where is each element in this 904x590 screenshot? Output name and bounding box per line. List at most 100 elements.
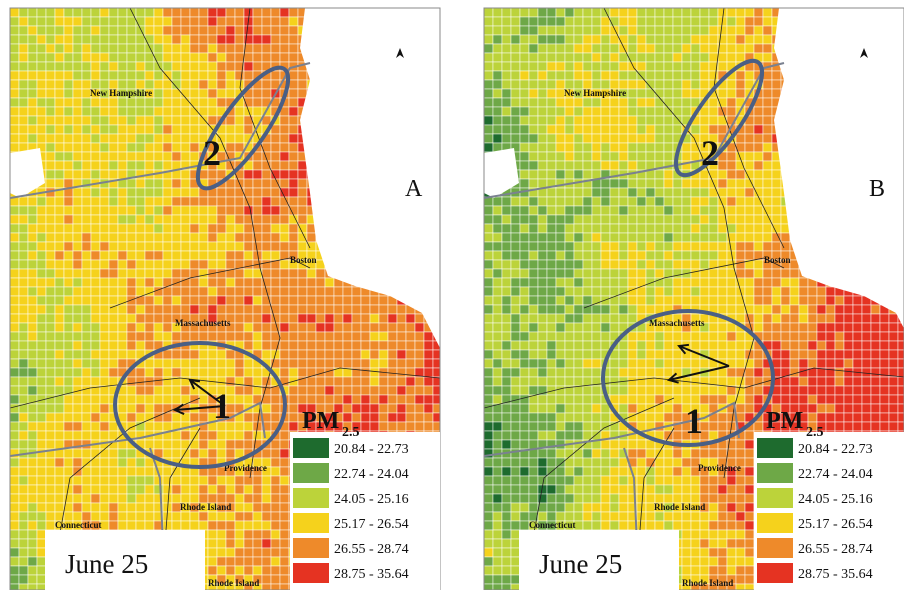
grid-cell	[673, 8, 682, 17]
grid-cell	[271, 251, 280, 260]
grid-cell	[664, 233, 673, 242]
grid-cell	[727, 80, 736, 89]
grid-cell	[817, 350, 826, 359]
grid-cell	[601, 323, 610, 332]
grid-cell	[646, 350, 655, 359]
grid-cell	[28, 422, 37, 431]
grid-cell	[19, 44, 28, 53]
grid-cell	[736, 161, 745, 170]
grid-cell	[235, 485, 244, 494]
grid-cell	[637, 161, 646, 170]
grid-cell	[565, 71, 574, 80]
grid-cell	[538, 26, 547, 35]
grid-cell	[172, 449, 181, 458]
grid-cell	[289, 53, 298, 62]
grid-cell	[547, 17, 556, 26]
grid-cell	[619, 107, 628, 116]
grid-cell	[28, 116, 37, 125]
grid-cell	[547, 71, 556, 80]
grid-cell	[493, 35, 502, 44]
grid-cell	[199, 368, 208, 377]
grid-cell	[217, 539, 226, 548]
grid-cell	[538, 296, 547, 305]
grid-cell	[262, 350, 271, 359]
grid-cell	[754, 26, 763, 35]
grid-cell	[145, 341, 154, 350]
grid-cell	[64, 305, 73, 314]
grid-cell	[262, 521, 271, 530]
grid-cell	[253, 566, 262, 575]
grid-cell	[82, 377, 91, 386]
grid-cell	[406, 377, 415, 386]
grid-cell	[163, 17, 172, 26]
grid-cell	[19, 287, 28, 296]
grid-cell	[628, 143, 637, 152]
grid-cell	[343, 413, 352, 422]
grid-cell	[727, 278, 736, 287]
grid-cell	[637, 98, 646, 107]
grid-cell	[163, 296, 172, 305]
grid-cell	[262, 269, 271, 278]
grid-cell	[280, 17, 289, 26]
grid-cell	[91, 44, 100, 53]
grid-cell	[136, 404, 145, 413]
grid-cell	[763, 80, 772, 89]
grid-cell	[172, 125, 181, 134]
grid-cell	[100, 377, 109, 386]
grid-cell	[379, 359, 388, 368]
grid-cell	[181, 62, 190, 71]
grid-cell	[19, 377, 28, 386]
grid-cell	[118, 350, 127, 359]
grid-cell	[118, 269, 127, 278]
grid-cell	[19, 566, 28, 575]
grid-cell	[163, 35, 172, 44]
grid-cell	[289, 143, 298, 152]
grid-cell	[763, 206, 772, 215]
grid-cell	[55, 98, 64, 107]
grid-cell	[91, 323, 100, 332]
grid-cell	[91, 503, 100, 512]
grid-cell	[37, 35, 46, 44]
grid-cell	[601, 152, 610, 161]
grid-cell	[583, 125, 592, 134]
grid-cell	[610, 251, 619, 260]
grid-cell	[64, 224, 73, 233]
grid-cell	[547, 89, 556, 98]
grid-cell	[19, 368, 28, 377]
grid-cell	[109, 332, 118, 341]
grid-cell	[235, 494, 244, 503]
grid-cell	[502, 89, 511, 98]
grid-cell	[493, 278, 502, 287]
grid-cell	[361, 386, 370, 395]
grid-cell	[73, 503, 82, 512]
grid-cell	[82, 134, 91, 143]
grid-cell	[226, 350, 235, 359]
grid-cell	[406, 413, 415, 422]
grid-cell	[82, 125, 91, 134]
grid-cell	[709, 17, 718, 26]
grid-cell	[271, 557, 280, 566]
grid-cell	[91, 404, 100, 413]
grid-cell	[244, 494, 253, 503]
grid-cell	[664, 170, 673, 179]
grid-cell	[610, 26, 619, 35]
grid-cell	[574, 215, 583, 224]
grid-cell	[736, 134, 745, 143]
grid-cell	[28, 566, 37, 575]
grid-cell	[691, 215, 700, 224]
grid-cell	[628, 242, 637, 251]
grid-cell	[37, 386, 46, 395]
grid-cell	[118, 305, 127, 314]
grid-cell	[529, 341, 538, 350]
grid-cell	[37, 269, 46, 278]
grid-cell	[208, 521, 217, 530]
grid-cell	[556, 26, 565, 35]
grid-cell	[592, 341, 601, 350]
grid-cell	[109, 368, 118, 377]
grid-cell	[493, 287, 502, 296]
grid-cell	[592, 152, 601, 161]
grid-cell	[388, 359, 397, 368]
grid-cell	[655, 188, 664, 197]
grid-cell	[163, 224, 172, 233]
grid-cell	[145, 71, 154, 80]
